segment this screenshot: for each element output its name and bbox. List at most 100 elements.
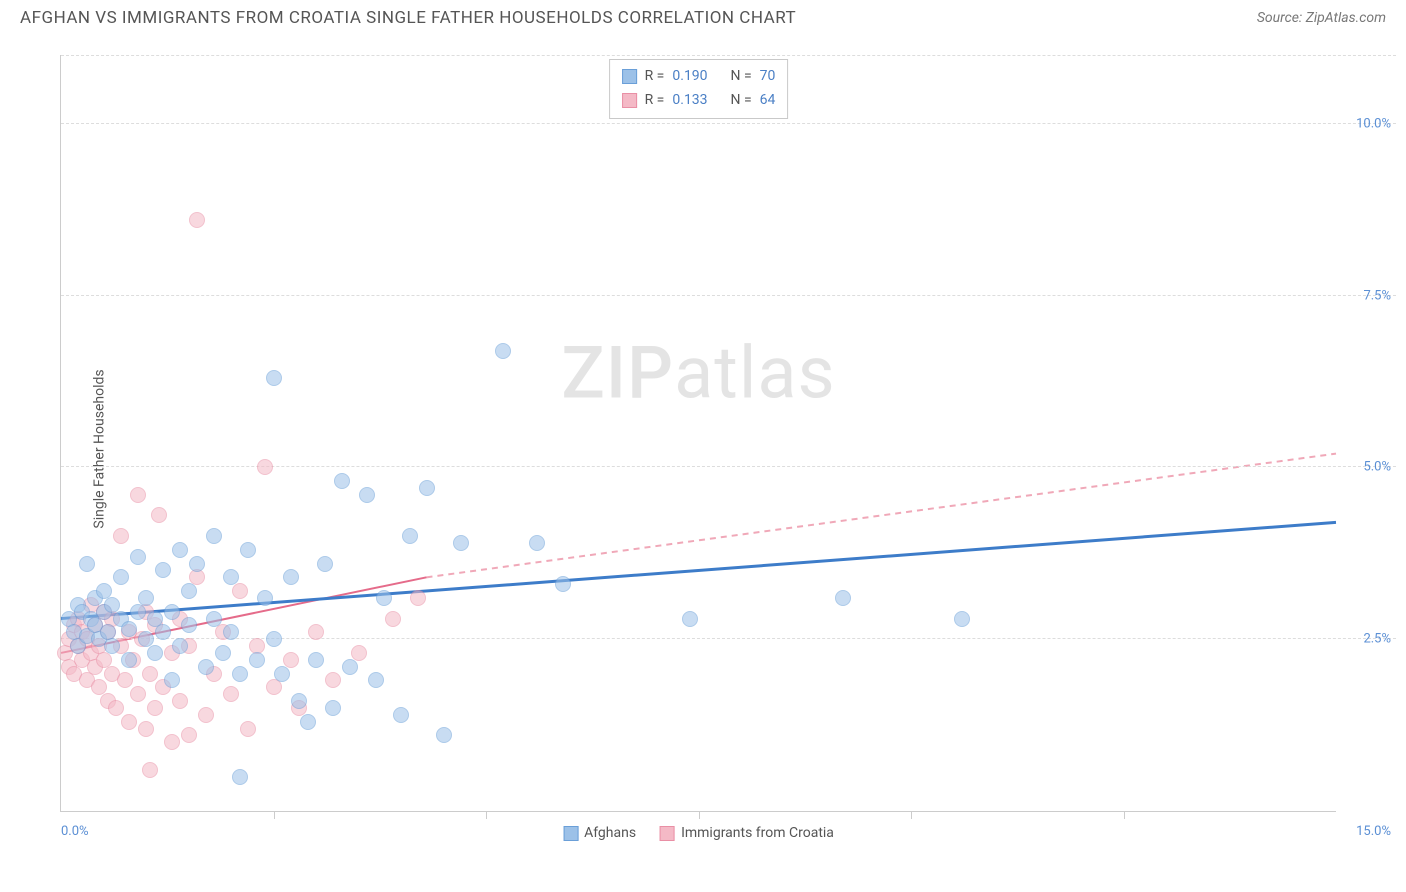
x-tick bbox=[274, 811, 275, 819]
data-point bbox=[206, 611, 222, 627]
data-point bbox=[266, 370, 282, 386]
data-point bbox=[300, 714, 316, 730]
legend-series: Afghans Immigrants from Croatia bbox=[563, 825, 834, 841]
gridline-h bbox=[61, 123, 1396, 124]
source-label: Source: ZipAtlas.com bbox=[1257, 10, 1386, 26]
data-point bbox=[393, 707, 409, 723]
data-point bbox=[453, 535, 469, 551]
y-tick-label: 7.5% bbox=[1363, 288, 1391, 303]
n-label: N = bbox=[731, 89, 752, 113]
data-point bbox=[385, 611, 401, 627]
data-point bbox=[223, 569, 239, 585]
data-point bbox=[121, 714, 137, 730]
data-point bbox=[436, 727, 452, 743]
data-point bbox=[181, 617, 197, 633]
data-point bbox=[79, 556, 95, 572]
data-point bbox=[215, 645, 231, 661]
data-point bbox=[257, 459, 273, 475]
data-point bbox=[164, 734, 180, 750]
swatch-icon bbox=[660, 826, 675, 841]
x-tick bbox=[911, 811, 912, 819]
swatch-afghans bbox=[622, 69, 637, 84]
data-point bbox=[164, 604, 180, 620]
gridline-h bbox=[61, 295, 1396, 296]
r-label: R = bbox=[645, 65, 665, 89]
data-point bbox=[240, 721, 256, 737]
data-point bbox=[334, 473, 350, 489]
data-point bbox=[130, 549, 146, 565]
data-point bbox=[164, 672, 180, 688]
data-point bbox=[835, 590, 851, 606]
data-point bbox=[325, 700, 341, 716]
legend-row-croatia: R = 0.133 N = 64 bbox=[622, 89, 776, 113]
data-point bbox=[155, 562, 171, 578]
data-point bbox=[189, 556, 205, 572]
x-tick-label: 15.0% bbox=[1356, 824, 1391, 839]
chart-header: AFGHAN VS IMMIGRANTS FROM CROATIA SINGLE… bbox=[0, 0, 1406, 32]
data-point bbox=[529, 535, 545, 551]
data-point bbox=[121, 621, 137, 637]
data-point bbox=[266, 679, 282, 695]
data-point bbox=[181, 727, 197, 743]
data-point bbox=[172, 638, 188, 654]
data-point bbox=[266, 631, 282, 647]
data-point bbox=[198, 707, 214, 723]
data-point bbox=[495, 343, 511, 359]
data-point bbox=[291, 693, 307, 709]
n-label: N = bbox=[731, 65, 752, 89]
data-point bbox=[682, 611, 698, 627]
data-point bbox=[954, 611, 970, 627]
x-tick bbox=[1124, 811, 1125, 819]
data-point bbox=[198, 659, 214, 675]
data-point bbox=[113, 528, 129, 544]
data-point bbox=[108, 700, 124, 716]
data-point bbox=[376, 590, 392, 606]
data-point bbox=[223, 686, 239, 702]
chart-container: Single Father Households ZIPatlas R = 0.… bbox=[50, 55, 1396, 842]
swatch-icon bbox=[563, 826, 578, 841]
data-point bbox=[274, 666, 290, 682]
data-point bbox=[147, 645, 163, 661]
data-point bbox=[249, 652, 265, 668]
data-point bbox=[317, 556, 333, 572]
data-point bbox=[189, 212, 205, 228]
data-point bbox=[232, 769, 248, 785]
legend-stats: R = 0.190 N = 70 R = 0.133 N = 64 bbox=[609, 59, 789, 119]
y-tick-label: 10.0% bbox=[1356, 116, 1391, 131]
legend-label: Immigrants from Croatia bbox=[681, 825, 834, 841]
chart-title: AFGHAN VS IMMIGRANTS FROM CROATIA SINGLE… bbox=[20, 8, 796, 28]
data-point bbox=[342, 659, 358, 675]
r-value: 0.133 bbox=[672, 89, 707, 113]
data-point bbox=[308, 624, 324, 640]
legend-row-afghans: R = 0.190 N = 70 bbox=[622, 65, 776, 89]
data-point bbox=[232, 583, 248, 599]
data-point bbox=[172, 693, 188, 709]
x-tick bbox=[699, 811, 700, 819]
data-point bbox=[308, 652, 324, 668]
data-point bbox=[402, 528, 418, 544]
data-point bbox=[142, 666, 158, 682]
data-point bbox=[359, 487, 375, 503]
data-point bbox=[113, 569, 129, 585]
data-point bbox=[155, 624, 171, 640]
data-point bbox=[257, 590, 273, 606]
r-value: 0.190 bbox=[672, 65, 707, 89]
data-point bbox=[130, 604, 146, 620]
y-tick-label: 5.0% bbox=[1363, 460, 1391, 475]
x-tick bbox=[486, 811, 487, 819]
trend-lines bbox=[61, 55, 1336, 811]
y-tick-label: 2.5% bbox=[1363, 632, 1391, 647]
data-point bbox=[172, 542, 188, 558]
data-point bbox=[206, 528, 222, 544]
n-value: 70 bbox=[760, 65, 776, 89]
data-point bbox=[121, 652, 137, 668]
data-point bbox=[117, 672, 133, 688]
data-point bbox=[104, 638, 120, 654]
data-point bbox=[181, 583, 197, 599]
data-point bbox=[555, 576, 571, 592]
swatch-croatia bbox=[622, 93, 637, 108]
data-point bbox=[283, 569, 299, 585]
data-point bbox=[151, 507, 167, 523]
n-value: 64 bbox=[760, 89, 776, 113]
data-point bbox=[240, 542, 256, 558]
